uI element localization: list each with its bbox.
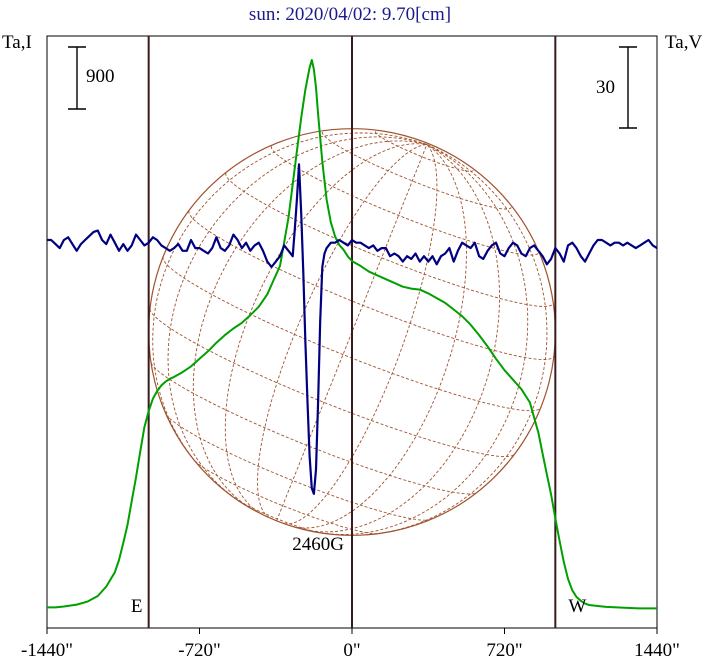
longitude-line: [305, 144, 500, 533]
left-scale-bar: 900: [68, 46, 115, 110]
latitude-line: [194, 460, 378, 535]
longitude-line: [257, 144, 427, 518]
longitude-line: [291, 144, 467, 529]
x-tick-label: 720": [486, 640, 522, 661]
right-scale-value: 30: [596, 77, 615, 98]
chart-title: sun: 2020/04/02: 9.70[cm]: [249, 4, 451, 25]
right-scale-bar: 30: [596, 46, 637, 129]
longitude-line: [366, 144, 548, 536]
x-tick-label: 1440": [634, 640, 680, 661]
longitude-line: [152, 132, 428, 469]
east-limb-label: E: [131, 596, 143, 617]
left-scale-value: 900: [86, 66, 115, 87]
latitude-line: [321, 131, 512, 210]
polarization-line: [47, 163, 658, 495]
west-limb-label: W: [568, 596, 586, 617]
x-tick-label: -720": [178, 640, 221, 661]
intensity-line: [47, 59, 657, 610]
left-axis-label: Ta,I: [2, 32, 32, 53]
limb-lines: [147, 36, 557, 628]
longitude-line: [284, 144, 438, 525]
field-strength-annotation: 2460G: [292, 534, 344, 555]
x-tick-label: 0": [343, 640, 360, 661]
latitude-line: [165, 414, 430, 521]
x-tick-label: -1440": [21, 640, 73, 661]
longitude-line: [167, 136, 428, 500]
latitude-line: [270, 146, 539, 256]
right-axis-label: Ta,V: [665, 32, 702, 53]
latitude-line: [149, 308, 515, 458]
longitude-line: [320, 144, 529, 535]
latitude-line: [150, 362, 477, 495]
x-axis: -1440" -720" 0" 720" 1440": [21, 628, 680, 661]
longitude-line: [224, 143, 427, 515]
